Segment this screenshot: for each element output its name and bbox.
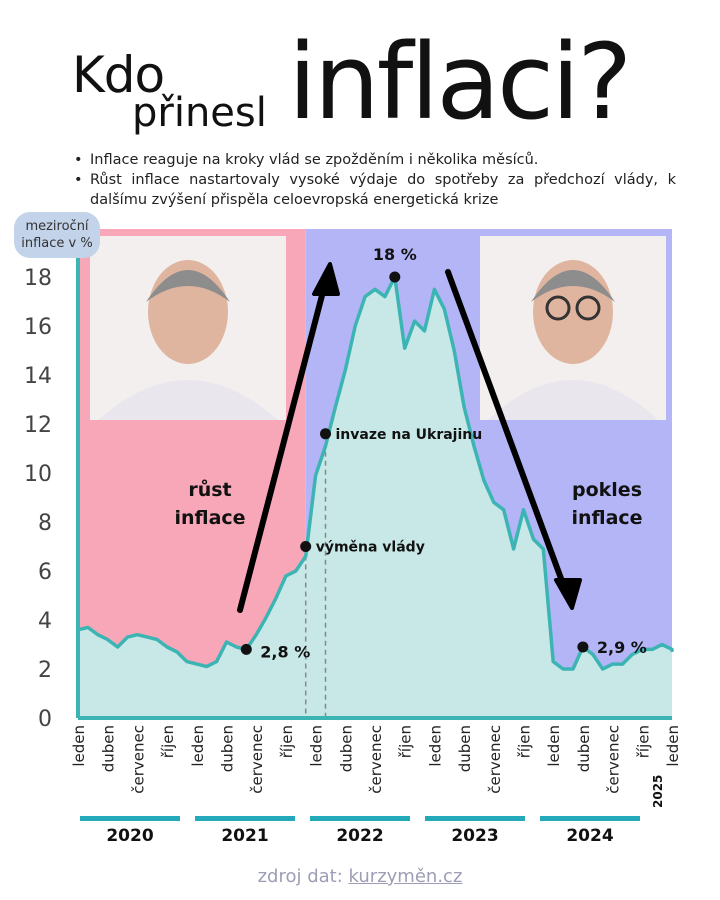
- person-photo-right-glasses-left: [545, 295, 571, 321]
- x-tick-label: duben: [575, 725, 593, 772]
- region-label-1: inflace: [174, 507, 245, 529]
- y-tick-label: 16: [24, 315, 52, 340]
- year-label-2021: 2021: [221, 826, 269, 846]
- y-tick-label: 10: [24, 462, 52, 487]
- x-tick-year-label: 2025: [651, 775, 665, 808]
- x-tick-label: červenec: [248, 725, 266, 794]
- inflation-area: [78, 277, 672, 718]
- x-tick-label: říjen: [634, 725, 652, 758]
- annotation-label-5: 2,9 %: [597, 638, 647, 657]
- annotation-label-1: 2,8 %: [260, 642, 310, 661]
- x-tick-label: červenec: [605, 725, 623, 794]
- annotation-point-4: [389, 271, 401, 283]
- x-tick-label: leden: [70, 725, 88, 767]
- person-photo-left-shirt: [98, 380, 278, 420]
- x-tick-label: leden: [545, 725, 563, 767]
- x-tick-label: říjen: [516, 725, 534, 758]
- region-label-2: pokles: [572, 479, 642, 501]
- y-tick-label: 18: [24, 266, 52, 291]
- x-tick-label: leden: [189, 725, 207, 767]
- bullet-item: Inflace reaguje na kroky vlád se zpožděn…: [72, 150, 676, 170]
- annotation-label-3: invaze na Ukrajinu: [336, 427, 483, 443]
- x-tick-label: říjen: [159, 725, 177, 758]
- x-tick-label: červenec: [129, 725, 147, 794]
- y-axis-label: meziroční inflace v %: [14, 212, 100, 258]
- x-tick-label: červenec: [367, 725, 385, 794]
- year-bar-2022: [310, 816, 410, 821]
- title-prinesl: přinesl: [132, 90, 267, 136]
- x-tick-label: duben: [219, 725, 237, 772]
- year-bar-2023: [425, 816, 525, 821]
- source-prefix: zdroj dat:: [257, 866, 343, 887]
- y-tick-label: 4: [38, 609, 52, 634]
- title-kdo: Kdo: [72, 46, 165, 104]
- year-label-2022: 2022: [336, 826, 384, 846]
- y-tick-label: 12: [24, 413, 52, 438]
- year-bar-2020: [80, 816, 180, 821]
- annotation-point-5: [577, 641, 589, 653]
- x-tick-label: říjen: [397, 725, 415, 758]
- year-bar-2021: [195, 816, 295, 821]
- source-line: zdroj dat: kurzyměn.cz: [0, 866, 720, 887]
- y-tick-label: 2: [38, 658, 52, 683]
- arrow-down-head: [554, 578, 582, 610]
- bullet-list: Inflace reaguje na kroky vlád se zpožděn…: [72, 150, 676, 210]
- year-label-2024: 2024: [566, 826, 614, 846]
- year-bar-2024: [540, 816, 640, 821]
- x-tick-label: duben: [456, 725, 474, 772]
- y-tick-label: 0: [38, 707, 52, 732]
- annotation-point-1: [240, 643, 252, 655]
- y-tick-label: 6: [38, 560, 52, 585]
- x-tick-label: leden: [426, 725, 444, 767]
- x-tick-label: leden: [308, 725, 326, 767]
- y-tick-label: 14: [24, 364, 52, 389]
- bullet-item: Růst inflace nastartovaly vysoké výdaje …: [72, 170, 676, 210]
- region-label-2: inflace: [571, 507, 642, 529]
- x-tick-label: červenec: [486, 725, 504, 794]
- region-label-1: růst: [188, 478, 231, 501]
- annotation-point-3: [320, 428, 331, 440]
- source-link[interactable]: kurzyměn.cz: [348, 866, 463, 887]
- arrow-down-shaft: [445, 269, 569, 595]
- x-tick-label: říjen: [278, 725, 296, 758]
- title-inflaci: inflaci?: [288, 21, 632, 143]
- x-tick-label: duben: [100, 725, 118, 772]
- person-photo-left-hair: [146, 270, 230, 302]
- year-label-2020: 2020: [106, 826, 154, 846]
- annotation-label-2: výměna vlády: [316, 540, 425, 556]
- year-label-2023: 2023: [451, 826, 499, 846]
- arrow-up-head: [312, 262, 340, 296]
- x-tick-label: duben: [337, 725, 355, 772]
- arrow-up-shaft: [237, 277, 329, 613]
- y-tick-label: 8: [38, 511, 52, 536]
- person-photo-right-shirt: [488, 380, 658, 420]
- x-tick-label: leden: [664, 725, 682, 767]
- annotation-point-2: [300, 541, 312, 552]
- person-photo-right-hair: [531, 270, 615, 302]
- annotation-label-4: 18 %: [373, 245, 417, 264]
- person-photo-right-glasses-right: [575, 295, 601, 321]
